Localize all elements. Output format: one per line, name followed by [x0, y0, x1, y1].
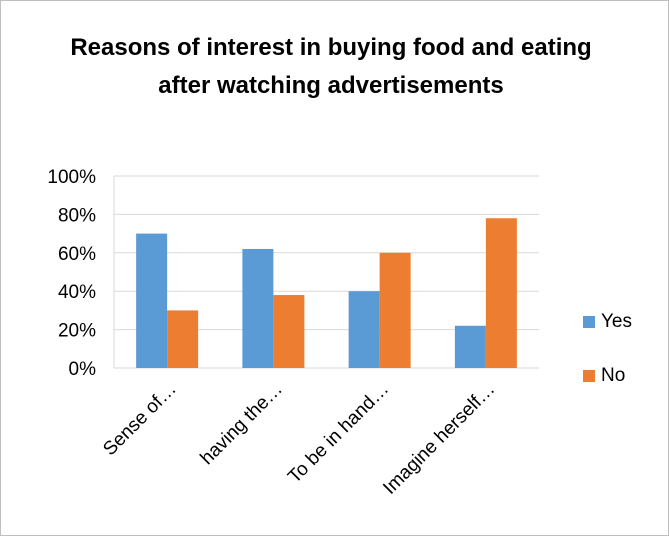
bar-yes	[136, 233, 168, 368]
y-tick-label: 40%	[58, 282, 96, 303]
x-tick-label: To be in hand…	[284, 379, 393, 488]
y-tick-label: 80%	[58, 205, 96, 226]
bar-no	[379, 252, 411, 368]
y-tick-label: 100%	[47, 167, 96, 188]
x-tick-label: Sense of…	[99, 379, 180, 460]
bar-no	[273, 295, 305, 368]
legend-label-no: No	[601, 365, 626, 386]
bar-no	[167, 310, 199, 368]
y-tick-label: 60%	[58, 244, 96, 265]
legend-item-no: No	[583, 363, 632, 389]
bar-yes	[454, 325, 486, 368]
bar-yes	[348, 291, 380, 368]
legend-swatch-no	[583, 370, 595, 382]
legend-swatch-yes	[583, 316, 595, 328]
x-tick-label: Imagine herself…	[379, 379, 499, 499]
legend: Yes No	[583, 309, 632, 417]
legend-item-yes: Yes	[583, 309, 632, 335]
y-tick-label: 0%	[69, 359, 97, 380]
chart-title: Reasons of interest in buying food and e…	[70, 34, 592, 99]
y-tick-label: 20%	[58, 321, 96, 342]
x-tick-label: having the…	[197, 379, 287, 469]
bar-yes	[242, 248, 274, 368]
legend-label-yes: Yes	[601, 311, 632, 332]
bar-no	[485, 218, 517, 368]
